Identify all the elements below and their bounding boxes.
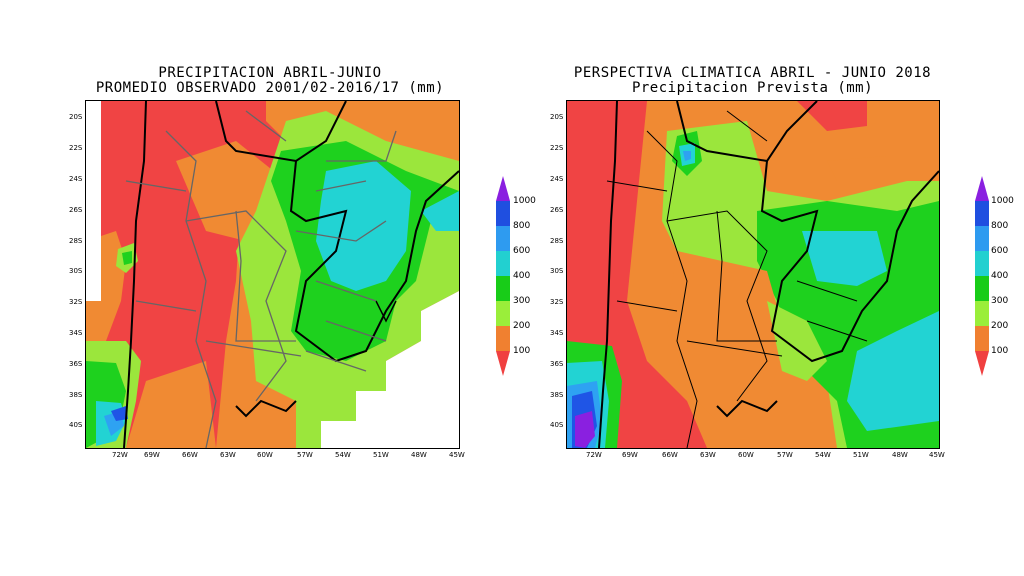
lat-tick: 24S <box>69 175 83 183</box>
lon-tick: 54W <box>335 451 351 459</box>
lon-tick: 45W <box>929 451 945 459</box>
right-map-graphic <box>567 101 939 448</box>
lat-tick: 28S <box>69 237 83 245</box>
colorbar-label: 300 <box>991 296 1009 306</box>
lon-tick: 51W <box>853 451 869 459</box>
lon-tick: 72W <box>112 451 128 459</box>
colorbar-label: 100 <box>513 346 531 356</box>
lat-tick: 30S <box>550 267 564 275</box>
left-map-graphic <box>86 101 459 448</box>
left-colorbar <box>496 176 510 376</box>
lon-tick: 66W <box>662 451 678 459</box>
lon-tick: 51W <box>373 451 389 459</box>
right-colorbar-graphic <box>975 176 989 376</box>
lon-tick: 54W <box>815 451 831 459</box>
lat-tick: 38S <box>550 391 564 399</box>
lat-tick: 22S <box>550 144 564 152</box>
lat-tick: 22S <box>69 144 83 152</box>
lon-tick: 63W <box>220 451 236 459</box>
left-colorbar-graphic <box>496 176 510 376</box>
lon-tick: 69W <box>622 451 638 459</box>
lat-tick: 30S <box>69 267 83 275</box>
colorbar-label: 200 <box>991 321 1009 331</box>
lat-tick: 40S <box>69 421 83 429</box>
lat-tick: 40S <box>550 421 564 429</box>
right-precipitation-map <box>566 100 940 449</box>
lat-tick: 36S <box>69 360 83 368</box>
right-title-line1: PERSPECTIVA CLIMATICA ABRIL - JUNIO 2018 <box>573 65 932 81</box>
lon-tick: 69W <box>144 451 160 459</box>
lon-tick: 45W <box>449 451 465 459</box>
lat-tick: 34S <box>69 329 83 337</box>
right-title-line2: Precipitacion Prevista (mm) <box>631 80 874 96</box>
lat-tick: 32S <box>69 298 83 306</box>
lon-tick: 63W <box>700 451 716 459</box>
lat-tick: 32S <box>550 298 564 306</box>
lon-tick: 57W <box>297 451 313 459</box>
colorbar-label: 100 <box>991 346 1009 356</box>
lat-tick: 26S <box>550 206 564 214</box>
lat-tick: 24S <box>550 175 564 183</box>
lon-tick: 57W <box>777 451 793 459</box>
lat-tick: 20S <box>69 113 83 121</box>
colorbar-label: 300 <box>513 296 531 306</box>
lat-tick: 36S <box>550 360 564 368</box>
colorbar-label: 1000 <box>991 196 1014 206</box>
lon-tick: 66W <box>182 451 198 459</box>
colorbar-label: 400 <box>991 271 1009 281</box>
left-title-line2: PROMEDIO OBSERVADO 2001/02-2016/17 (mm) <box>95 80 445 96</box>
colorbar-label: 800 <box>991 221 1009 231</box>
colorbar-label: 200 <box>513 321 531 331</box>
lon-tick: 48W <box>892 451 908 459</box>
colorbar-label: 800 <box>513 221 531 231</box>
lon-tick: 60W <box>257 451 273 459</box>
left-precipitation-map <box>85 100 460 449</box>
lon-tick: 72W <box>586 451 602 459</box>
right-colorbar <box>975 176 989 376</box>
lat-tick: 20S <box>550 113 564 121</box>
lat-tick: 38S <box>69 391 83 399</box>
colorbar-label: 400 <box>513 271 531 281</box>
lat-tick: 28S <box>550 237 564 245</box>
colorbar-label: 1000 <box>513 196 536 206</box>
left-title-line1: PRECIPITACION ABRIL-JUNIO <box>158 65 382 81</box>
colorbar-label: 600 <box>991 246 1009 256</box>
lat-tick: 34S <box>550 329 564 337</box>
lon-tick: 60W <box>738 451 754 459</box>
colorbar-label: 600 <box>513 246 531 256</box>
lon-tick: 48W <box>411 451 427 459</box>
lat-tick: 26S <box>69 206 83 214</box>
